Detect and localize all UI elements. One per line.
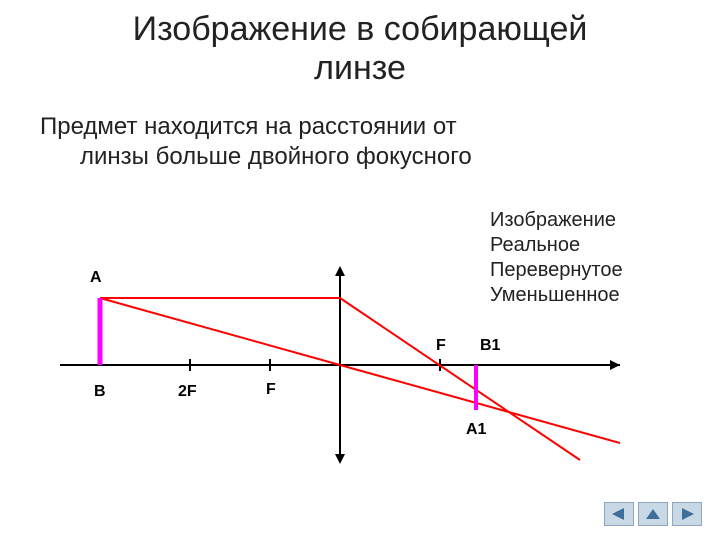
- nav-up-button[interactable]: [638, 502, 668, 526]
- svg-text:2F: 2F: [178, 383, 197, 400]
- triangle-left-icon: [610, 507, 628, 521]
- svg-text:A1: A1: [466, 421, 487, 438]
- nav-prev-button[interactable]: [604, 502, 634, 526]
- subtitle-line2: линзы больше двойного фокусного: [40, 142, 680, 172]
- svg-text:A: A: [90, 269, 102, 286]
- svg-text:F: F: [436, 337, 446, 354]
- title-line1: Изображение в собирающей: [133, 10, 588, 48]
- triangle-up-icon: [644, 507, 662, 521]
- subtitle-line1: Предмет находится на расстоянии от: [40, 113, 457, 140]
- triangle-right-icon: [678, 507, 696, 521]
- title-line2: линзе: [314, 49, 406, 87]
- nav-next-button[interactable]: [672, 502, 702, 526]
- optical-diagram: 2F F F A B B1 A1: [60, 250, 620, 480]
- slide-title: Изображение в собирающей линзе: [0, 10, 720, 88]
- svg-text:F: F: [266, 381, 276, 398]
- slide-subtitle: Предмет находится на расстоянии от линзы…: [40, 112, 680, 172]
- desc-line: Изображение: [490, 208, 623, 233]
- nav-buttons: [604, 502, 702, 526]
- svg-text:B: B: [94, 383, 106, 400]
- svg-text:B1: B1: [480, 337, 501, 354]
